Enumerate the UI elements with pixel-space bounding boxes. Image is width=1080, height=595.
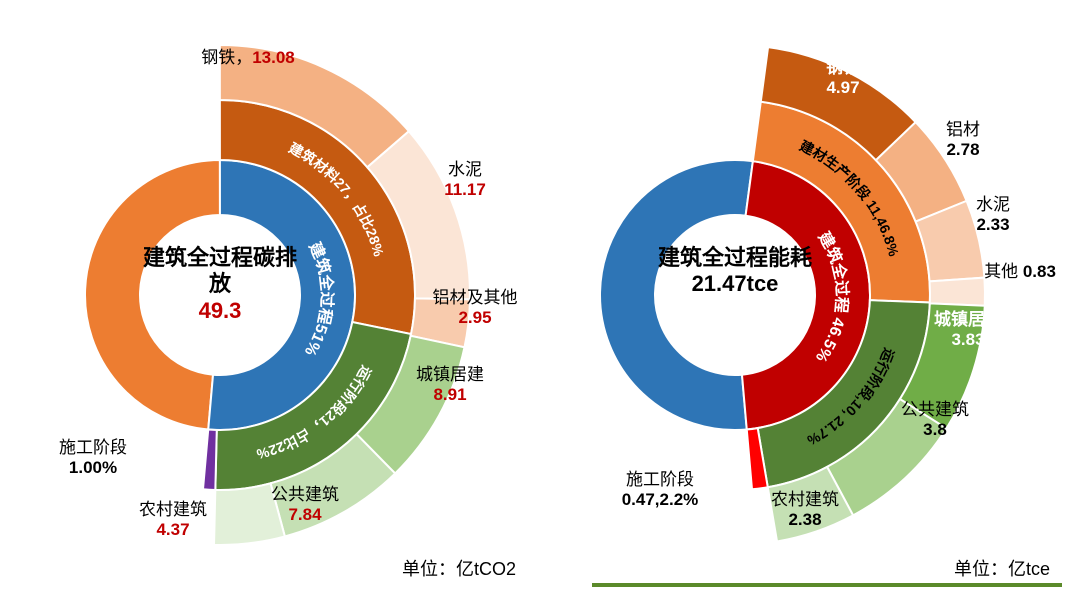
underline-accent <box>592 583 1062 587</box>
unit-right: 单位：亿tce <box>954 555 1050 581</box>
ring1-slice <box>85 160 220 429</box>
ring2-slice <box>203 429 217 489</box>
carbon-emission-sunburst: 建筑全过程51%建筑材料27，占比28%运行阶段21，占比22% 建筑全过程碳排… <box>0 0 540 595</box>
energy-consumption-sunburst: 建筑全过程 46.5%建材生产阶段 11,46.8%运行阶段,10, 21.7%… <box>540 0 1080 595</box>
ring1-slice <box>600 160 753 430</box>
unit-left: 单位：亿tCO2 <box>402 555 516 581</box>
ring3-slice <box>930 278 985 306</box>
